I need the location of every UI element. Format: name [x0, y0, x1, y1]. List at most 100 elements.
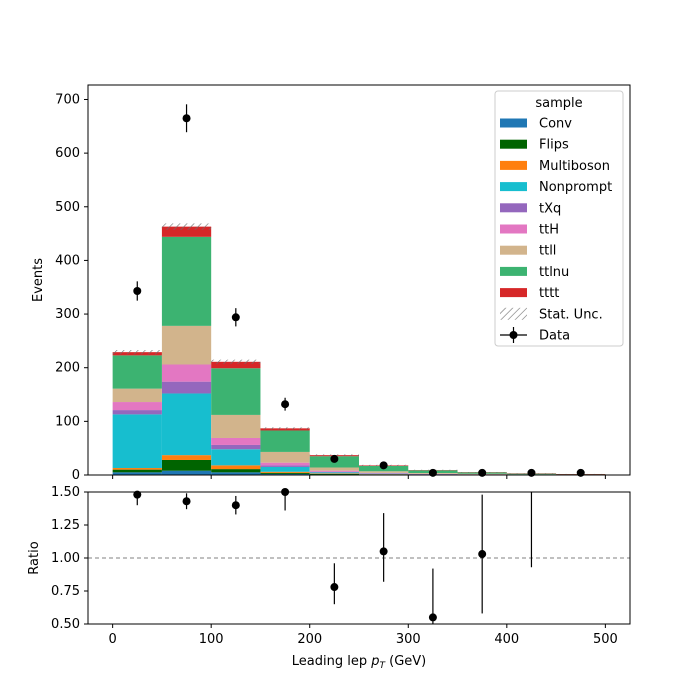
- legend-label-stat-unc: Stat. Unc.: [539, 307, 603, 322]
- ratio-xtick-label-0: 0: [108, 632, 116, 647]
- bar-ttlnu-bin-3: [260, 430, 310, 452]
- legend-swatch-multiboson: [500, 160, 527, 170]
- main-plot-panel: 0 100 200 300 400 500 600 700 Events sample Con…: [31, 84, 631, 483]
- ratio-point-5: [379, 547, 388, 556]
- bar-tth-bin-1: [161, 364, 212, 382]
- legend-items: Conv Flips Multiboson Nonprompt tXq ttH ttll tt…: [500, 117, 612, 344]
- legend-label-nonprompt: Nonprompt: [539, 180, 612, 195]
- bar-tth-bin-0: [112, 402, 162, 411]
- bar-ttll-bin-3: [260, 451, 310, 463]
- x-axis-label-main: Leading lep: [292, 654, 371, 669]
- bar-flips-bin-0: [112, 469, 162, 473]
- main-ytick-label-600: 600: [55, 146, 80, 161]
- main-axis-ticks: 0 100 200 300 400 500 600 700: [55, 92, 606, 483]
- legend-label-tth: ttH: [539, 223, 559, 238]
- ratio-y-axis-label: Ratio: [27, 541, 42, 574]
- ratio-point-6: [428, 613, 437, 622]
- data-point-6: [428, 468, 437, 477]
- bar-tth-bin-3: [260, 462, 310, 466]
- legend-label-conv: Conv: [539, 117, 572, 132]
- legend-label-data: Data: [539, 329, 570, 344]
- bar-nonprompt-bin-4: [309, 472, 359, 474]
- bar-flips-bin-2: [211, 469, 261, 473]
- stat-unc-bin-0: [112, 350, 162, 355]
- bar-nonprompt-bin-3: [260, 466, 310, 472]
- legend-label-tttt: tttt: [539, 286, 559, 301]
- bar-ttll-bin-1: [161, 325, 212, 365]
- ratio-point-2: [231, 501, 240, 510]
- bar-nonprompt-bin-0: [112, 414, 162, 469]
- bar-tth-bin-5: [359, 472, 409, 474]
- data-points: [133, 104, 585, 477]
- bar-conv-bin-2: [211, 472, 261, 475]
- main-ytick-label-0: 0: [72, 468, 80, 483]
- legend-swatch-txq: [500, 203, 527, 213]
- bar-txq-bin-1: [161, 381, 212, 394]
- bar-multiboson-bin-3: [260, 471, 310, 473]
- x-axis-label-subscript: T: [379, 661, 386, 671]
- legend-label-ttlnu: ttlnu: [539, 265, 569, 280]
- bar-ttlnu-bin-2: [211, 368, 261, 415]
- data-point-8: [527, 468, 536, 477]
- bar-nonprompt-bin-5: [359, 473, 409, 475]
- data-point-3: [281, 400, 290, 409]
- bar-ttll-bin-0: [112, 388, 162, 403]
- bar-multiboson-bin-0: [112, 468, 162, 470]
- x-axis-label: Leading lep pT (GeV): [292, 654, 426, 671]
- main-ytick-label-400: 400: [55, 253, 80, 268]
- stat-unc-bin-1: [161, 223, 212, 230]
- bar-ttlnu-bin-1: [161, 236, 212, 326]
- bar-ttll-bin-2: [211, 414, 261, 438]
- legend-swatch-nonprompt: [500, 182, 527, 192]
- bar-flips-bin-1: [161, 459, 212, 471]
- x-axis-label-unit: (GeV): [385, 654, 426, 669]
- bar-txq-bin-4: [309, 471, 359, 473]
- stat-unc-bin-3: [260, 427, 310, 430]
- legend-label-ttll: ttll: [539, 244, 556, 259]
- ratio-points: [133, 488, 533, 624]
- main-axes-frame: [87, 84, 631, 476]
- ratio-xtick-label-500: 500: [593, 632, 618, 647]
- ratio-point-1: [182, 497, 191, 506]
- main-y-axis-label: Events: [31, 258, 46, 302]
- data-point-5: [379, 461, 388, 470]
- legend-swatch-flips: [500, 139, 527, 149]
- ratio-point-0: [133, 490, 142, 499]
- data-point-2: [231, 313, 240, 322]
- ratio-point-7: [478, 550, 487, 559]
- ratio-xtick-label-300: 300: [396, 632, 421, 647]
- ratio-xtick-label-400: 400: [494, 632, 519, 647]
- legend-swatch-tttt: [500, 288, 527, 298]
- bar-ttlnu-bin-0: [112, 355, 162, 389]
- legend-data-marker: [509, 331, 518, 339]
- main-ytick-label-500: 500: [55, 200, 80, 215]
- legend-swatch-conv: [500, 118, 527, 128]
- bar-flips-bin-4: [309, 473, 359, 475]
- legend-box: [494, 90, 624, 347]
- bar-tth-bin-2: [211, 437, 261, 445]
- stat-unc-bin-2: [211, 359, 261, 364]
- ratio-point-4: [330, 583, 339, 592]
- bar-multiboson-bin-2: [211, 465, 261, 470]
- bar-nonprompt-bin-2: [211, 449, 261, 466]
- ratio-xtick-label-200: 200: [297, 632, 322, 647]
- data-point-7: [478, 468, 487, 477]
- ratio-ytick-label-2: 1.00: [51, 551, 80, 566]
- ratio-plot-panel: 0.50 0.75 1.00 1.25 1.50 0 100 200 300 400 500 Rat…: [27, 485, 631, 671]
- bar-txq-bin-0: [112, 410, 162, 415]
- data-point-1: [182, 114, 191, 123]
- data-point-4: [330, 454, 339, 463]
- bar-ttll-bin-5: [359, 471, 409, 473]
- bar-multiboson-bin-4: [309, 473, 359, 474]
- legend-swatch-tth: [500, 224, 527, 234]
- bar-tttt-bin-1: [161, 226, 212, 237]
- legend-swatch-ttll: [500, 245, 527, 255]
- data-point-9: [576, 468, 585, 477]
- main-ytick-label-700: 700: [55, 92, 80, 107]
- main-ytick-label-300: 300: [55, 307, 80, 322]
- data-point-0: [133, 286, 142, 295]
- legend-title: sample: [535, 96, 582, 111]
- bar-flips-bin-3: [260, 472, 310, 474]
- legend: sample Conv Flips Multiboson Nonprompt tXq tt…: [494, 90, 624, 347]
- x-axis-label-symbol: p: [370, 654, 379, 669]
